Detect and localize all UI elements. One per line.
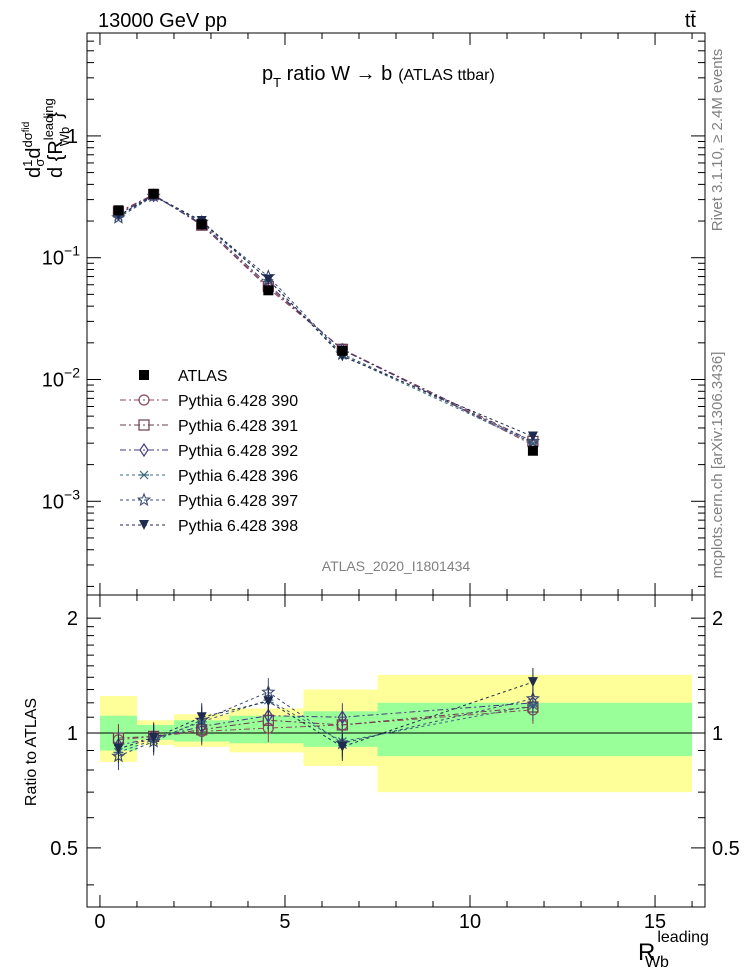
legend-entry: Pythia 6.428 390 — [120, 393, 298, 410]
series-line — [118, 194, 534, 438]
process-label: tt̄ — [685, 10, 697, 32]
data-point — [527, 445, 538, 456]
series-pythia-6-428-397 — [111, 188, 541, 448]
ratio-point — [527, 677, 538, 688]
rivet-version-text: Rivet 3.1.10, ≥ 2.4M events — [709, 49, 726, 232]
legend-entry: ATLAS — [139, 368, 228, 385]
ratio-plot — [111, 668, 541, 771]
ratio-y-tick-label: 1 — [67, 723, 78, 745]
legend-entry: Pythia 6.428 398 — [120, 518, 298, 535]
ratio-y-tick-label: 0.5 — [50, 838, 78, 860]
y-tick-label: 10−3 — [42, 486, 80, 513]
ratio-y-tick-label-right: 2 — [712, 608, 723, 630]
y-tick-label: 1 — [67, 126, 78, 148]
ratio-point — [263, 708, 274, 723]
x-tick-label: 5 — [279, 911, 290, 933]
ratio-point — [337, 710, 348, 725]
ratio-line — [118, 706, 533, 739]
legend-label: Pythia 6.428 390 — [178, 393, 298, 410]
series-line — [118, 195, 534, 442]
ratio-line — [118, 699, 533, 753]
ratio-point — [337, 741, 348, 752]
series-pythia-6-428-392 — [113, 188, 538, 451]
ratio-point — [148, 733, 159, 744]
main-y-label: d1σddσfid d {RleadingWb} — [20, 98, 72, 178]
x-tick-label: 10 — [459, 911, 481, 933]
y-tick-label: 10−2 — [42, 364, 80, 391]
data-point — [525, 433, 541, 448]
legend-label: Pythia 6.428 392 — [178, 443, 298, 460]
legend-label: Pythia 6.428 397 — [178, 493, 298, 510]
ratio-point — [525, 691, 541, 705]
x-tick-label: 0 — [94, 911, 105, 933]
legend-marker — [136, 492, 152, 507]
legend-marker — [139, 370, 149, 380]
axes: 0 5 10 15 1 10−1 10−2 10−3 2 2 1 1 0.5 0.5 — [42, 32, 740, 933]
plot-title: pT ratio W → b (ATLAS ttbar) — [262, 63, 495, 90]
legend-entry: Pythia 6.428 391 — [120, 418, 298, 435]
series-atlas — [113, 188, 538, 456]
data-point — [527, 431, 538, 442]
legend-marker — [139, 520, 149, 530]
data-point — [113, 205, 124, 216]
svg-text:d {RleadingWb}: d {RleadingWb} — [41, 98, 72, 178]
legend-entry: Pythia 6.428 396 — [120, 468, 298, 485]
ratio-point — [196, 712, 207, 723]
legend-label: Pythia 6.428 396 — [178, 468, 298, 485]
data-point — [263, 285, 274, 296]
main-plot — [111, 188, 541, 456]
legend-marker — [138, 419, 150, 431]
legend-marker — [139, 442, 149, 458]
data-point — [263, 274, 274, 285]
ratio-y-tick-label-right: 0.5 — [712, 838, 740, 860]
x-axis-label: Rleading Wb — [638, 929, 709, 971]
legend-label: Pythia 6.428 391 — [178, 418, 298, 435]
svg-text:d1σddσfid: d1σddσfid — [20, 122, 47, 178]
ratio-y-tick-label-right: 1 — [712, 723, 723, 745]
legend-label: Pythia 6.428 398 — [178, 518, 298, 535]
mcplots-text: mcplots.cern.ch [arXiv:1306.3436] — [709, 352, 726, 579]
ratio-point — [113, 743, 124, 754]
ratio-y-label: Ratio to ATLAS — [23, 698, 40, 806]
legend-entry: Pythia 6.428 397 — [120, 492, 298, 510]
legend-marker — [138, 394, 150, 406]
legend-marker — [139, 470, 149, 480]
data-point — [196, 219, 207, 230]
legend: ATLAS Pythia 6.428 390 Pythia 6.428 391 Pyt… — [120, 368, 298, 535]
data-point — [148, 188, 159, 199]
energy-label: 13000 GeV pp — [98, 10, 227, 32]
ratio-pythia-6-428-398 — [113, 668, 538, 763]
series-pythia-6-428-390 — [112, 189, 539, 451]
ratio-line — [118, 691, 534, 757]
x-tick-label: 15 — [644, 911, 666, 933]
legend-label: ATLAS — [178, 368, 228, 385]
ratio-point — [263, 696, 274, 707]
series-line — [118, 194, 534, 442]
legend-entry: Pythia 6.428 392 — [120, 442, 298, 460]
series-line — [118, 194, 534, 444]
ratio-line — [118, 681, 534, 750]
ratio-bands — [87, 674, 705, 793]
analysis-id: ATLAS_2020_I1801434 — [322, 558, 471, 574]
main-plot-frame — [86, 32, 706, 596]
ratio-y-tick-label: 2 — [67, 608, 78, 630]
y-tick-label: 10−1 — [42, 243, 80, 270]
data-point — [337, 345, 348, 356]
